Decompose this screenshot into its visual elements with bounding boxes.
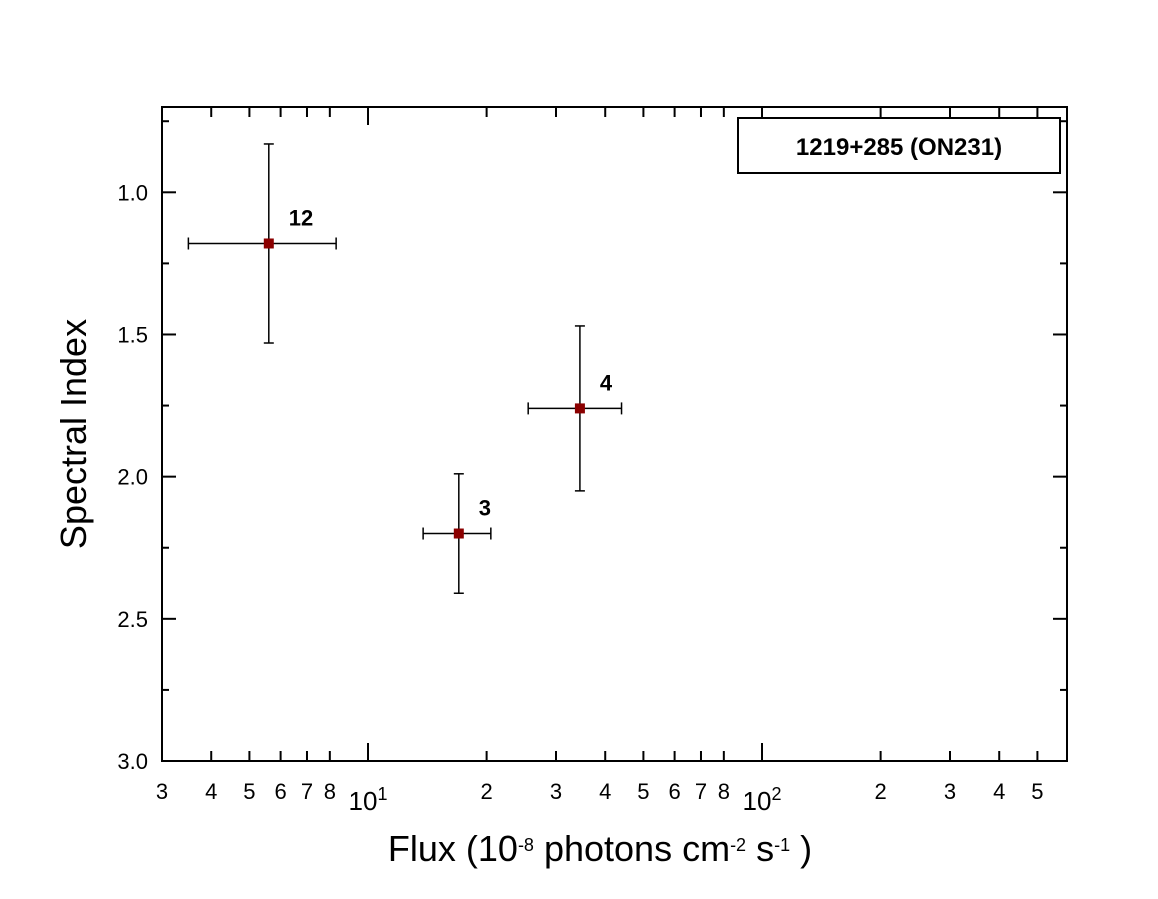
plot-frame [161, 106, 1068, 762]
x-tick-label: 101 [349, 784, 388, 816]
data-marker [574, 403, 585, 414]
point-label: 4 [600, 370, 613, 395]
x-tick-label: 5 [243, 779, 255, 804]
data-points: 12 3 4 [187, 143, 623, 594]
point-label: 12 [289, 205, 313, 230]
chart-legend: 1219+285 (ON231) [737, 117, 1061, 174]
x-tick-label: 7 [301, 779, 313, 804]
data-marker [453, 528, 464, 539]
x-axis-title-exp2: -2 [730, 835, 746, 855]
x-axis-title: Flux (10-8 photons cm-2 s-1 ) [388, 828, 812, 869]
x-tick-label: 3 [156, 779, 168, 804]
axis-ticks: 1.01.52.02.53.03 4 5 6 7 8 101 2 3 4 5 6 7 8 102 2 3 4 5 [117, 107, 1067, 816]
x-tick-label: 4 [599, 779, 611, 804]
x-axis-title-exp3: -1 [774, 835, 790, 855]
x-axis-title-exp1: -8 [518, 835, 534, 855]
y-tick-label: 1.0 [117, 180, 148, 205]
x-tick-label: 8 [324, 779, 336, 804]
x-tick-label: 5 [1031, 779, 1043, 804]
x-tick-label: 6 [274, 779, 286, 804]
x-axis-title-suffix: ) [790, 828, 812, 869]
y-tick-label: 3.0 [117, 749, 148, 774]
y-tick-label: 2.5 [117, 607, 148, 632]
x-axis-title-mid2: s [746, 828, 774, 869]
x-tick-label: 4 [205, 779, 217, 804]
chart-title: 1219+285 (ON231) [796, 134, 1002, 161]
y-tick-label: 2.0 [117, 465, 148, 490]
point-label: 3 [479, 496, 491, 521]
x-tick-label: 5 [637, 779, 649, 804]
data-marker [263, 238, 274, 249]
y-axis-title: Spectral Index [53, 319, 94, 549]
x-tick-label: 3 [944, 779, 956, 804]
x-axis-title-prefix: Flux (10 [388, 828, 518, 869]
data-point-12: 12 [187, 143, 337, 344]
x-tick-label: 3 [550, 779, 562, 804]
x-tick-label: 4 [993, 779, 1005, 804]
legend-box [737, 117, 1061, 174]
x-tick-label: 8 [718, 779, 730, 804]
y-tick-label: 1.5 [117, 322, 148, 347]
data-point-4: 4 [527, 325, 623, 492]
x-axis-title-mid1: photons cm [534, 828, 730, 869]
x-tick-label: 7 [695, 779, 707, 804]
x-tick-label: 6 [668, 779, 680, 804]
data-point-3: 3 [422, 473, 492, 594]
x-tick-label: 2 [480, 779, 492, 804]
x-tick-label: 102 [743, 784, 782, 816]
x-tick-label: 2 [874, 779, 886, 804]
